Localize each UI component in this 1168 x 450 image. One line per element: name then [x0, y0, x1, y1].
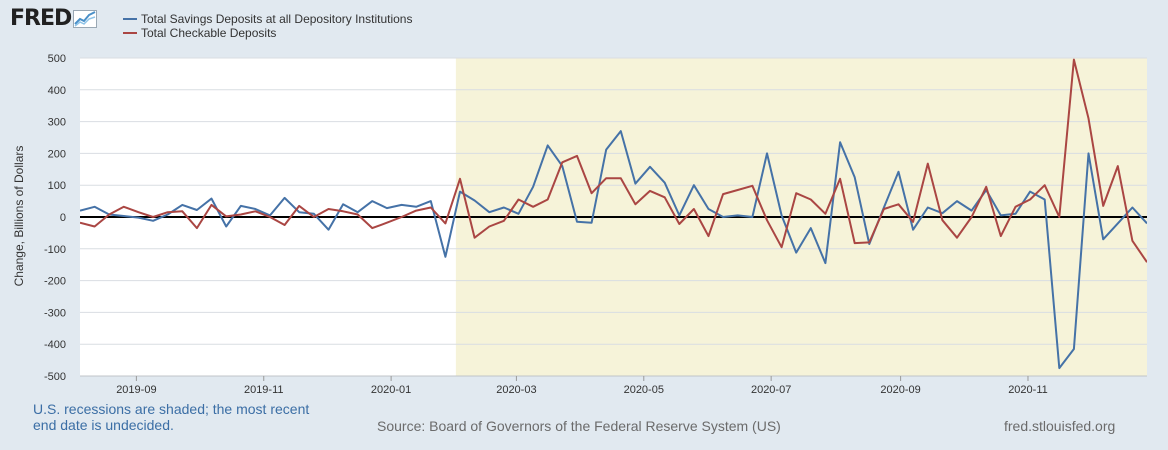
source-note: Source: Board of Governors of the Federa…	[377, 418, 781, 434]
legend-label-savings: Total Savings Deposits at all Depository…	[141, 12, 413, 26]
logo-text: FRED	[10, 6, 72, 31]
y-tick-label: -100	[44, 244, 66, 256]
legend-swatch-savings	[123, 18, 137, 20]
legend-item-checkable[interactable]: Total Checkable Deposits	[123, 26, 412, 40]
legend-item-savings[interactable]: Total Savings Deposits at all Depository…	[123, 12, 412, 26]
y-axis-ticks: 500 400 300 200 100 0 -100 -200 -300 -400 -500	[44, 53, 66, 383]
x-tick-label: 2020-11	[1008, 384, 1048, 396]
y-tick-label: -400	[44, 339, 66, 351]
x-tick-label: 2019-09	[116, 384, 156, 396]
y-tick-label: 0	[60, 212, 66, 224]
legend: Total Savings Deposits at all Depository…	[123, 12, 412, 40]
recession-note: U.S. recessions are shaded; the most rec…	[33, 401, 310, 433]
y-tick-label: -200	[44, 276, 66, 288]
x-tick-label: 2020-09	[880, 384, 920, 396]
y-axis-label: Change, Billions of Dollars	[12, 146, 26, 287]
x-tick-label: 2019-11	[244, 384, 284, 396]
x-axis-ticks: 2019-09 2019-11 2020-01 2020-03 2020-05 2020-…	[80, 375, 1147, 396]
x-tick-label: 2020-05	[624, 384, 664, 396]
y-tick-label: -500	[44, 371, 66, 383]
x-tick-label: 2020-03	[496, 384, 536, 396]
y-tick-label: 400	[48, 85, 66, 97]
chart-line-icon	[73, 9, 98, 28]
series-line-checkable[interactable]	[80, 58, 1147, 263]
series-group	[80, 58, 1147, 370]
x-tick-label: 2020-01	[371, 384, 411, 396]
site-link[interactable]: fred.stlouisfed.org	[1004, 418, 1116, 434]
legend-label-checkable: Total Checkable Deposits	[141, 26, 277, 40]
x-tick-label: 2020-07	[751, 384, 791, 396]
y-tick-label: 200	[48, 148, 66, 160]
series-line-savings[interactable]	[80, 130, 1147, 370]
y-tick-label: -300	[44, 307, 66, 319]
legend-swatch-checkable	[123, 32, 137, 34]
fred-logo[interactable]: FRED	[10, 6, 98, 31]
y-tick-label: 300	[48, 117, 66, 129]
y-tick-label: 100	[48, 180, 66, 192]
y-tick-label: 500	[48, 53, 66, 65]
